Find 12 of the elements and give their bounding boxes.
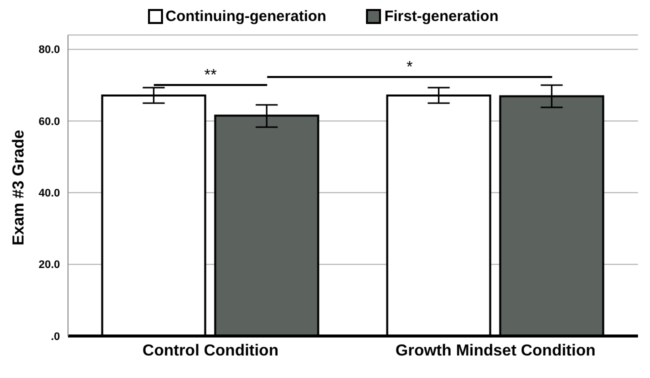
x-tick-label: Growth Mindset Condition (396, 342, 596, 360)
legend-label: Continuing-generation (166, 8, 326, 25)
legend-label: First-generation (384, 8, 498, 25)
y-tick-label: 80.0 (38, 44, 60, 56)
y-tick-label: 20.0 (38, 259, 60, 272)
y-tick-label: .0 (50, 330, 60, 343)
y-axis-title: Exam #3 Grade (10, 130, 28, 246)
x-tick-label: Control Condition (142, 342, 278, 360)
annotation: ** (204, 67, 217, 84)
y-tick-label: 40.0 (38, 188, 60, 200)
annotation: * (406, 59, 413, 76)
y-tick-label: 60.0 (38, 116, 60, 128)
